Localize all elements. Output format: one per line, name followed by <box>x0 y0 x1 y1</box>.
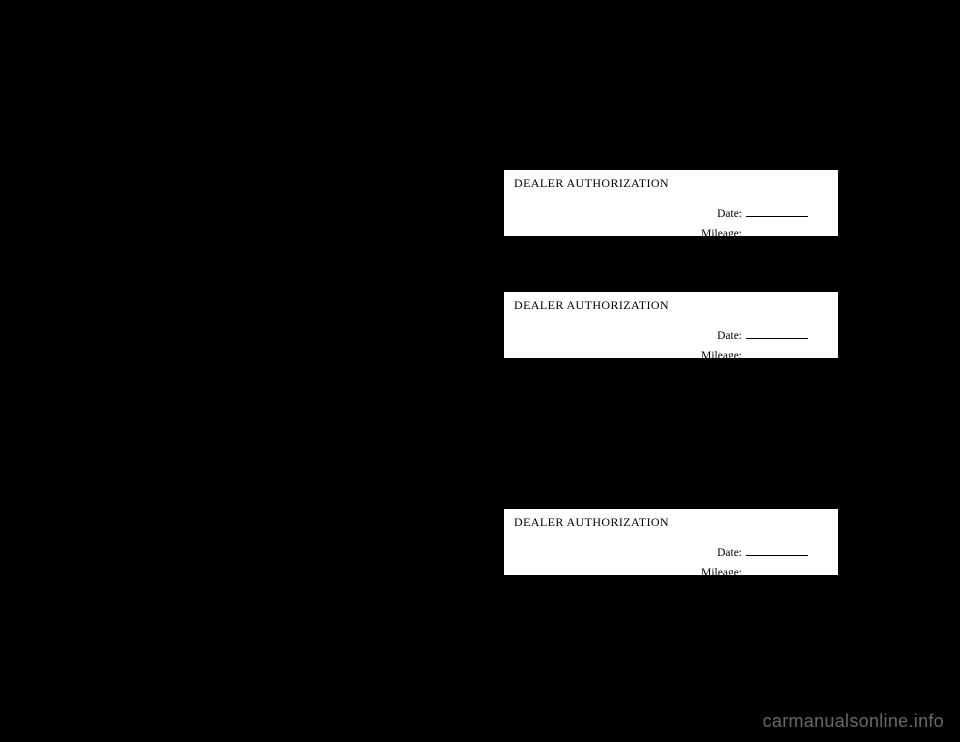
mileage-blank[interactable] <box>746 565 808 576</box>
date-label: Date: <box>717 327 742 347</box>
date-row: Date: <box>514 544 808 564</box>
mileage-label: Mileage: <box>701 347 742 367</box>
dealer-auth-card: DEALER AUTHORIZATION Date: Mileage: <box>504 292 838 358</box>
dealer-auth-label: DEALER AUTHORIZATION <box>514 515 828 530</box>
dealer-auth-fields: Date: Mileage: <box>514 327 808 366</box>
dealer-auth-fields: Date: Mileage: <box>514 205 808 244</box>
date-blank[interactable] <box>746 328 808 339</box>
date-label: Date: <box>717 205 742 225</box>
mileage-row: Mileage: <box>514 347 808 367</box>
mileage-row: Mileage: <box>514 564 808 584</box>
mileage-label: Mileage: <box>701 225 742 245</box>
watermark-text: carmanualsonline.info <box>763 711 944 732</box>
date-row: Date: <box>514 205 808 225</box>
date-blank[interactable] <box>746 545 808 556</box>
dealer-auth-label: DEALER AUTHORIZATION <box>514 176 828 191</box>
dealer-auth-label: DEALER AUTHORIZATION <box>514 298 828 313</box>
date-blank[interactable] <box>746 206 808 217</box>
date-label: Date: <box>717 544 742 564</box>
date-row: Date: <box>514 327 808 347</box>
mileage-blank[interactable] <box>746 226 808 237</box>
mileage-row: Mileage: <box>514 225 808 245</box>
dealer-auth-card: DEALER AUTHORIZATION Date: Mileage: <box>504 170 838 236</box>
dealer-auth-fields: Date: Mileage: <box>514 544 808 583</box>
mileage-label: Mileage: <box>701 564 742 584</box>
dealer-auth-card: DEALER AUTHORIZATION Date: Mileage: <box>504 509 838 575</box>
mileage-blank[interactable] <box>746 348 808 359</box>
